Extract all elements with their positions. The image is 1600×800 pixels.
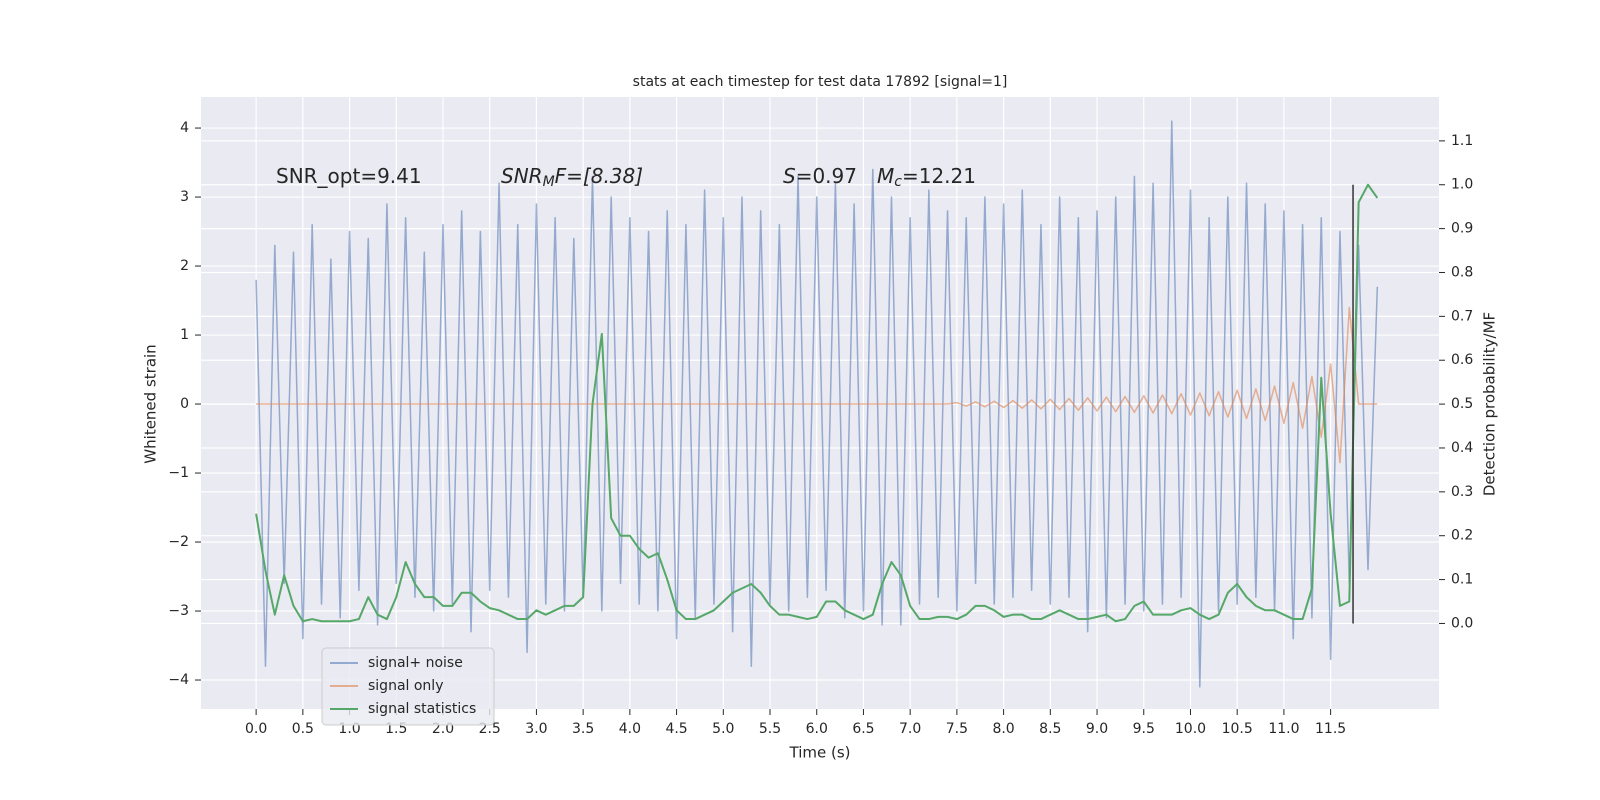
x-tick-label: 7.0 (899, 721, 921, 737)
annotation-text: SNR (501, 164, 543, 188)
annotation-text: =12.21 (902, 164, 976, 188)
x-tick-label: 8.0 (992, 721, 1014, 737)
annotation-text: M (877, 164, 894, 188)
y-tick-label: −3 (168, 603, 189, 619)
y2-axis-label: Detection probability/MF (1481, 312, 1499, 496)
series-line (256, 306, 1378, 464)
x-tick-label: 4.0 (619, 721, 641, 737)
y2-tick-label: 0.3 (1451, 484, 1473, 500)
x-tick-label: 10.5 (1222, 721, 1253, 737)
y-axis-label: Whitened strain (142, 344, 160, 463)
y2-tick-label: 0.0 (1451, 615, 1473, 631)
y2-tick-label: 0.2 (1451, 528, 1473, 544)
y-tick-label: 4 (180, 120, 189, 136)
annotation: S=0.97 (783, 164, 857, 188)
x-tick-label: 6.0 (806, 721, 828, 737)
y2-tick-label: 1.0 (1451, 177, 1473, 193)
y2-tick-label: 0.4 (1451, 440, 1473, 456)
x-axis-label: Time (s) (789, 744, 851, 762)
x-tick-label: 11.5 (1315, 721, 1346, 737)
legend-box (321, 647, 495, 726)
x-tick-label: 10.0 (1175, 721, 1206, 737)
x-tick-label: 7.5 (946, 721, 968, 737)
annotation: SNRMF=[8.38] (501, 164, 643, 191)
series-line (255, 120, 1379, 688)
annotation-text: =0.97 (796, 164, 857, 188)
x-tick-label: 4.5 (665, 721, 687, 737)
series-line (255, 183, 1379, 623)
y-tick-label: −1 (168, 465, 189, 481)
y-tick-label: 1 (180, 327, 189, 343)
x-tick-label: 11.0 (1268, 721, 1299, 737)
x-tick-label: 6.5 (852, 721, 874, 737)
x-tick-label: 8.5 (1039, 721, 1061, 737)
annotation-text: S (783, 164, 796, 188)
y2-tick-label: 0.1 (1451, 572, 1473, 588)
x-tick-label: 0.5 (292, 721, 314, 737)
x-tick-label: 3.0 (525, 721, 547, 737)
annotation: SNR_opt=9.41 (276, 164, 422, 188)
x-tick-label: 5.0 (712, 721, 734, 737)
legend-label: signal+ noise (368, 655, 463, 671)
annotation: Mc=12.21 (877, 164, 976, 191)
y2-tick-label: 0.6 (1451, 352, 1473, 368)
legend-label: signal statistics (368, 701, 476, 717)
y2-tick-label: 0.7 (1451, 308, 1473, 324)
y-tick-label: 2 (180, 258, 189, 274)
annotation-subscript: M (543, 174, 555, 190)
y-tick-label: 3 (180, 189, 189, 205)
y2-tick-label: 0.9 (1451, 221, 1473, 237)
x-tick-label: 0.0 (245, 721, 267, 737)
x-tick-label: 3.5 (572, 721, 594, 737)
annotation-text: SNR_opt=9.41 (276, 164, 422, 188)
x-tick-label: 5.5 (759, 721, 781, 737)
chart-title: stats at each timestep for test data 178… (633, 74, 1008, 90)
annotation-subscript: c (894, 174, 902, 190)
y-tick-label: 0 (180, 396, 189, 412)
x-tick-label: 9.0 (1086, 721, 1108, 737)
y2-tick-label: 1.1 (1451, 133, 1473, 149)
x-tick-label: 9.5 (1133, 721, 1155, 737)
y-tick-label: −2 (168, 534, 189, 550)
annotation-text: F=[8.38] (555, 164, 643, 188)
y2-tick-label: 0.5 (1451, 396, 1473, 412)
legend-label: signal only (368, 678, 443, 694)
y2-tick-label: 0.8 (1451, 264, 1473, 280)
y-tick-label: −4 (168, 672, 189, 688)
